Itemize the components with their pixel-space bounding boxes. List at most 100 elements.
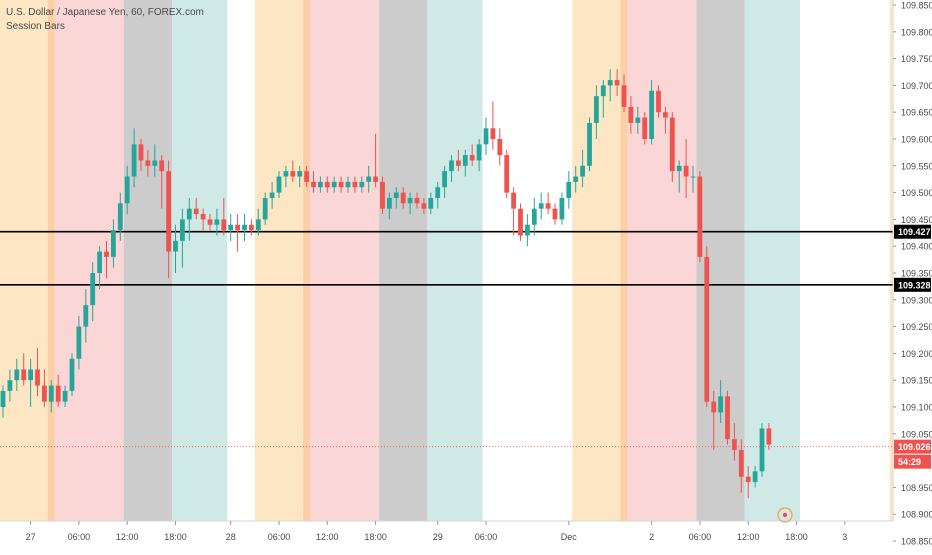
- candle-body: [104, 251, 109, 257]
- candle-body: [594, 96, 599, 123]
- session-band-asia: [0, 0, 55, 521]
- candle-body: [345, 181, 351, 188]
- candle: [421, 197, 427, 215]
- time-tick-label: Dec: [561, 532, 578, 542]
- candle-body: [456, 160, 461, 166]
- candle-body: [373, 176, 378, 182]
- candle-body: [538, 203, 544, 209]
- candle: [718, 380, 723, 424]
- current-price-badge[interactable]: 109.026: [894, 439, 931, 454]
- candle-body: [462, 155, 468, 166]
- time-tick-label: 3: [842, 532, 847, 542]
- time-tick-label: 06:00: [268, 532, 291, 542]
- session-band-asia-edge: [47, 0, 55, 521]
- candle-body: [200, 214, 206, 220]
- candle: [642, 112, 648, 145]
- candle-body: [97, 251, 102, 273]
- candle: [318, 176, 323, 193]
- candle-body: [145, 160, 151, 166]
- time-tick-label: 18:00: [364, 532, 387, 542]
- current-price-badge-text: 109.026: [898, 442, 931, 452]
- candle-body: [676, 165, 682, 172]
- candle: [83, 289, 89, 343]
- chart-legend: U.S. Dollar / Japanese Yen, 60, FOREX.co…: [6, 6, 204, 34]
- candle: [338, 176, 344, 193]
- candle-body: [697, 176, 703, 257]
- session-band-overlap: [379, 0, 428, 521]
- candle-body: [311, 181, 316, 188]
- candle: [594, 85, 599, 139]
- level-upper-badge[interactable]: 109.427: [894, 224, 931, 239]
- countdown-badge[interactable]: 54:29: [894, 454, 931, 469]
- candle: [683, 139, 689, 198]
- candle-body: [476, 144, 482, 161]
- session-band-overlap: [123, 0, 173, 521]
- level-lower-badge[interactable]: 109.328: [894, 277, 931, 292]
- candle-body: [663, 112, 668, 118]
- candle-body: [428, 197, 434, 209]
- candle: [663, 106, 668, 134]
- candle-body: [111, 230, 116, 257]
- candle: [242, 214, 247, 241]
- candle: [373, 133, 378, 188]
- candle: [200, 208, 206, 231]
- candle-body: [414, 197, 420, 204]
- price-tick-label: 109.500: [901, 188, 932, 198]
- candle: [345, 176, 351, 193]
- candle-body: [352, 181, 358, 188]
- candle-body: [380, 181, 385, 209]
- candle: [235, 214, 240, 252]
- candle: [228, 214, 234, 241]
- candle-body: [180, 219, 185, 241]
- candle-body: [504, 155, 510, 193]
- price-tick-label: 108.950: [901, 483, 932, 493]
- candle: [7, 369, 13, 402]
- candle: [580, 149, 585, 188]
- candle-body: [124, 176, 130, 204]
- candle: [55, 374, 61, 407]
- candle-body: [159, 160, 165, 172]
- time-tick-label: 12:00: [116, 532, 139, 542]
- candle-body: [393, 192, 399, 198]
- candle-body: [621, 85, 627, 107]
- candle: [518, 203, 523, 241]
- candle-body: [193, 208, 199, 215]
- candle: [587, 117, 592, 172]
- candle: [352, 176, 358, 193]
- candle: [676, 160, 682, 193]
- candle: [255, 208, 261, 236]
- candle-body: [214, 219, 220, 225]
- candle: [131, 128, 137, 188]
- candle-body: [255, 219, 261, 231]
- candle-body: [276, 176, 282, 193]
- indicator-label: Session Bars: [6, 21, 65, 32]
- candle: [607, 69, 613, 102]
- candle: [311, 171, 316, 193]
- candle-body: [42, 385, 47, 402]
- price-tick-label: 109.450: [901, 215, 932, 225]
- candle: [559, 192, 565, 225]
- candle: [497, 128, 503, 166]
- price-tick-label: 109.350: [901, 269, 932, 279]
- alert-marker-icon[interactable]: [777, 507, 793, 523]
- candle-body: [725, 396, 730, 440]
- candle-body: [304, 171, 309, 182]
- candle: [249, 219, 254, 236]
- price-tick-label: 109.400: [901, 242, 932, 252]
- session-band-ny: [427, 0, 483, 521]
- candle: [704, 246, 710, 407]
- level-lower-badge-text: 109.328: [898, 280, 931, 290]
- candle: [186, 197, 192, 241]
- candle: [214, 208, 220, 236]
- candle-body: [580, 165, 585, 177]
- candle-body: [117, 203, 123, 231]
- candle-body: [635, 117, 641, 123]
- price-tick-label: 109.750: [901, 54, 932, 64]
- price-axis: 109.850 109.800 109.750 109.700 109.650 109.6…: [892, 0, 932, 547]
- candle-body: [173, 240, 178, 252]
- candle-body: [387, 197, 392, 209]
- candle: [48, 380, 54, 413]
- price-tick-label: 109.800: [901, 27, 932, 37]
- time-tick-label: 28: [226, 532, 236, 542]
